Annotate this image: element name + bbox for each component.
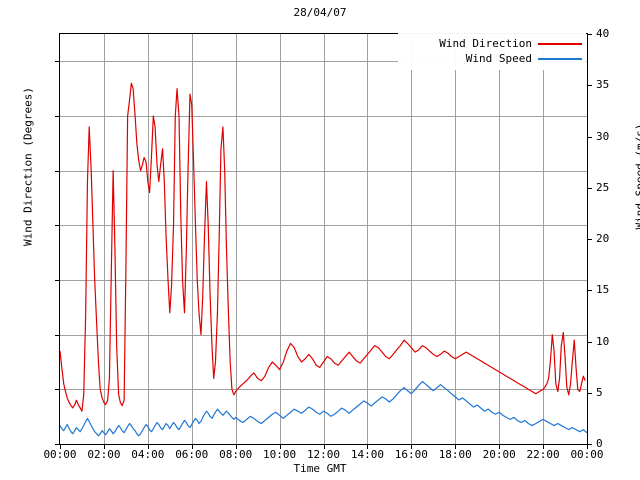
x-tick-mark <box>104 444 105 449</box>
x-tick-mark <box>236 444 237 449</box>
legend-label-wind-direction: Wind Direction <box>439 37 532 50</box>
x-tick-6: 12:00 <box>306 448 341 461</box>
chart-title: 28/04/07 <box>293 6 347 19</box>
y-tick-mark-left <box>55 61 60 62</box>
y-tick-mark-left <box>55 171 60 172</box>
y-tick-right-5: 5 <box>596 385 603 399</box>
x-tick-mark <box>587 444 588 449</box>
y-tick-right-0: 0 <box>596 437 603 450</box>
y-tick-mark-right <box>587 34 592 35</box>
x-tick-5: 10:00 <box>263 448 297 461</box>
y-tick-mark-right <box>587 290 592 291</box>
x-tick-9: 18:00 <box>438 448 472 461</box>
y-tick-mark-right <box>587 444 592 445</box>
x-tick-mark <box>455 444 456 449</box>
y-tick-mark-left <box>55 225 60 226</box>
x-tick-4: 08:00 <box>219 448 253 461</box>
plot-area <box>59 33 588 445</box>
x-tick-mark <box>192 444 193 449</box>
x-tick-7: 14:00 <box>350 448 384 461</box>
series-line-wind-speed <box>60 380 587 437</box>
y-tick-mark-right <box>587 342 592 343</box>
x-tick-mark <box>324 444 325 449</box>
legend-label-wind-speed: Wind Speed <box>465 52 532 65</box>
y-tick-right-30: 30 <box>596 129 610 143</box>
x-tick-10: 20:00 <box>482 448 516 461</box>
x-tick-mark <box>543 444 544 449</box>
x-tick-8: 16:00 <box>394 448 428 461</box>
x-tick-mark <box>60 444 61 449</box>
y-tick-mark-left <box>55 116 60 117</box>
y-tick-mark-left <box>55 444 60 445</box>
y-tick-mark-right <box>587 188 592 189</box>
y-tick-right-10: 10 <box>596 334 610 348</box>
x-tick-1: 02:00 <box>87 448 121 461</box>
x-tick-2: 04:00 <box>131 448 165 461</box>
plot-canvas <box>60 34 587 444</box>
x-tick-11: 22:00 <box>526 448 560 461</box>
y-axis-left-label: Wind Direction (Degrees) <box>21 87 35 246</box>
grid-lines <box>60 34 587 444</box>
x-tick-12: 00:00 <box>570 448 604 461</box>
x-tick-mark <box>411 444 412 449</box>
y-tick-mark-left <box>55 335 60 336</box>
series-line-wind-direction <box>60 82 586 412</box>
x-tick-mark <box>499 444 500 449</box>
x-axis-label: Time GMT <box>293 462 347 475</box>
y-tick-mark-right <box>587 85 592 86</box>
y-tick-right-25: 25 <box>596 180 610 194</box>
legend-item-wind-speed: Wind Speed <box>402 51 582 66</box>
x-tick-mark <box>367 444 368 449</box>
legend-swatch-wind-speed <box>538 57 582 60</box>
x-tick-3: 06:00 <box>175 448 209 461</box>
y-tick-right-20: 20 <box>596 232 610 245</box>
y-tick-mark-left <box>55 389 60 390</box>
x-tick-mark <box>280 444 281 449</box>
y-tick-right-40: 40 <box>596 27 610 40</box>
y-axis-right-label: Wind Speed (m/s) <box>633 123 640 230</box>
y-tick-mark-left <box>55 280 60 281</box>
chart-legend: Wind Direction Wind Speed <box>398 33 586 70</box>
y-tick-right-35: 35 <box>596 78 610 92</box>
y-tick-right-15: 15 <box>596 283 610 297</box>
y-tick-mark-right <box>587 239 592 240</box>
legend-swatch-wind-direction <box>538 42 582 45</box>
x-tick-mark <box>148 444 149 449</box>
y-tick-mark-right <box>587 137 592 138</box>
y-tick-mark-right <box>587 393 592 394</box>
x-tick-0: 00:00 <box>43 448 77 461</box>
legend-item-wind-direction: Wind Direction <box>402 36 582 51</box>
